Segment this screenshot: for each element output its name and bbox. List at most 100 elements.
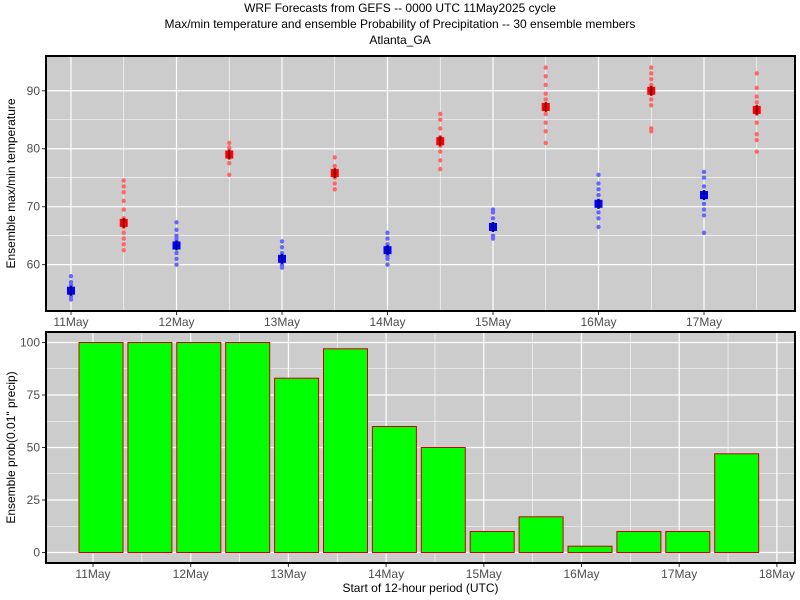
precip-bar (78, 342, 124, 553)
temp-x-tick-label: 11May (53, 315, 88, 329)
min-temp-member-point (174, 220, 179, 225)
temp-x-tick-label: 15May (475, 315, 511, 329)
precip-panel-border (45, 331, 796, 564)
max-temp-member-point (227, 172, 232, 178)
max-temp-member-point (543, 120, 548, 125)
max-temp-member-point (121, 236, 126, 241)
max-temp-member-point (543, 129, 548, 134)
temp-y-tick-label: 70 (27, 200, 41, 214)
max-temp-member-point (543, 140, 548, 146)
min-temp-member-point (490, 216, 496, 221)
max-temp-median-bar (650, 85, 653, 96)
max-temp-member-point (438, 149, 443, 154)
min-temp-member-point (279, 239, 285, 244)
max-temp-member-point (438, 158, 443, 163)
min-temp-member-point (701, 230, 707, 235)
min-temp-member-point (385, 236, 390, 241)
max-temp-member-point (543, 97, 548, 102)
precip-y-tick-label: 100 (20, 336, 40, 350)
max-temp-member-point (754, 100, 759, 105)
min-temp-median-bar (281, 253, 283, 264)
max-temp-member-point (754, 71, 759, 76)
precip-x-tick-label: 13May (270, 567, 306, 581)
min-temp-member-point (596, 216, 601, 221)
temp-y-tick-label: 60 (27, 258, 41, 272)
min-temp-member-point (385, 242, 390, 247)
precip-bar (567, 545, 613, 554)
precip-x-axis-label: Start of 12-hour period (UTC) (342, 581, 498, 595)
max-temp-member-point (227, 161, 232, 166)
min-temp-member-point (68, 274, 74, 279)
min-temp-member-point (174, 233, 179, 238)
min-temp-member-point (385, 262, 390, 267)
precip-bar (469, 531, 515, 553)
max-temp-member-point (649, 103, 654, 108)
temp-y-tick-label: 80 (27, 142, 41, 156)
min-temp-median-bar (70, 285, 72, 296)
min-temp-median-bar (492, 221, 494, 232)
temp-panel-background (46, 56, 795, 311)
min-temp-member-point (701, 175, 707, 180)
max-temp-member-point (543, 111, 548, 117)
max-temp-median-bar (228, 149, 231, 160)
max-temp-member-point (332, 187, 337, 192)
max-temp-median-bar (544, 102, 547, 112)
max-temp-member-point (543, 74, 548, 79)
max-temp-member-point (121, 189, 126, 195)
max-temp-member-point (438, 117, 443, 122)
precip-bar (274, 377, 320, 554)
temp-x-tick-label: 16May (580, 315, 616, 329)
max-temp-member-point (649, 126, 654, 131)
min-temp-median-bar (597, 198, 600, 209)
precip-x-tick-label: 17May (661, 567, 697, 581)
title-line-2: Max/min temperature and ensemble Probabi… (164, 17, 636, 31)
min-temp-member-point (596, 181, 601, 186)
max-temp-member-point (121, 242, 126, 247)
min-temp-member-point (701, 207, 707, 212)
max-temp-median-bar (755, 104, 758, 115)
precip-bar (371, 426, 417, 553)
max-temp-member-point (438, 111, 443, 117)
max-temp-median-bar (439, 136, 442, 147)
min-temp-member-point (279, 250, 285, 256)
temp-x-tick-label: 13May (264, 315, 300, 329)
min-temp-member-point (596, 187, 601, 192)
min-temp-member-point (701, 169, 707, 175)
precip-bar (176, 342, 222, 553)
precip-y-tick-label: 50 (27, 441, 41, 455)
max-temp-member-point (227, 140, 232, 146)
precip-bar (518, 516, 564, 553)
max-temp-member-point (227, 145, 232, 150)
max-temp-member-point (438, 166, 443, 172)
temp-y-axis-label: Ensemble max/min temperature (4, 98, 18, 268)
max-temp-member-point (121, 198, 126, 204)
precip-y-axis-label: Ensemble prob(0.01" precip) (4, 371, 18, 523)
min-temp-member-point (701, 201, 707, 206)
min-temp-member-point (596, 224, 601, 230)
title-line-3: Atlanta_GA (369, 33, 431, 47)
min-temp-median-bar (386, 245, 389, 256)
chart-titles: WRF Forecasts from GEFS -- 0000 UTC 11Ma… (0, 0, 800, 48)
max-temp-member-point (649, 71, 654, 76)
min-temp-member-point (490, 233, 496, 238)
precip-y-tick-label: 25 (27, 493, 41, 507)
max-temp-member-point (332, 163, 337, 169)
max-temp-member-point (121, 207, 126, 212)
max-temp-member-point (332, 181, 337, 186)
max-temp-member-point (332, 155, 337, 160)
max-temp-member-point (754, 85, 759, 91)
precip-bar (225, 342, 271, 553)
max-temp-member-point (649, 82, 654, 88)
min-temp-member-point (596, 192, 601, 198)
max-temp-member-point (121, 247, 126, 253)
precip-y-tick-label: 75 (27, 388, 41, 402)
max-temp-member-point (543, 65, 548, 70)
precip-x-tick-label: 12May (173, 567, 209, 581)
precip-bar (665, 531, 711, 553)
max-temp-member-point (649, 65, 654, 70)
min-temp-member-point (174, 250, 179, 256)
min-temp-member-point (385, 230, 390, 235)
temp-x-tick-label: 17May (686, 315, 722, 329)
min-temp-member-point (68, 279, 74, 285)
max-temp-member-point (754, 94, 759, 99)
